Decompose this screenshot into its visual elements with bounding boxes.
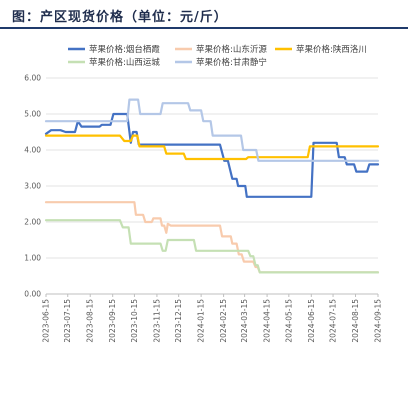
series-line bbox=[44, 134, 380, 161]
y-tick-label: 6.00 bbox=[24, 74, 41, 83]
x-tick-label: 2024-01-15 bbox=[197, 299, 206, 343]
x-tick-label: 2024-07-15 bbox=[329, 299, 338, 343]
x-tick-label: 2023-06-15 bbox=[42, 299, 51, 343]
x-tick-label: 2024-05-15 bbox=[284, 299, 293, 343]
x-tick-label: 2024-08-15 bbox=[351, 299, 360, 343]
y-tick-label: 5.00 bbox=[24, 110, 41, 119]
legend-label: 苹果价格:山西运城 bbox=[89, 57, 160, 68]
grid-lines bbox=[46, 77, 378, 295]
chart-title: 图：产区现货价格（单位：元/斤） bbox=[12, 10, 228, 25]
x-tick-label: 2023-11-15 bbox=[152, 299, 161, 343]
x-tick-label: 2024-06-15 bbox=[307, 299, 316, 343]
y-tick-label: 2.00 bbox=[24, 218, 41, 227]
x-tick-label: 2023-08-15 bbox=[86, 299, 95, 343]
x-tick-label: 2024-09-15 bbox=[374, 299, 383, 343]
x-tick-label: 2023-09-15 bbox=[108, 299, 117, 343]
series-line bbox=[44, 201, 380, 274]
x-tick-label: 2023-10-15 bbox=[130, 299, 139, 343]
y-tick-label: 0.00 bbox=[24, 290, 41, 299]
legend-label: 苹果价格:山东沂源 bbox=[196, 44, 267, 55]
legend-label: 苹果价格:烟台栖霞 bbox=[89, 44, 160, 55]
x-tick-label: 2023-12-15 bbox=[174, 299, 183, 343]
y-axis-ticks: 0.00 1.00 2.00 3.00 4.00 5.00 6.00 bbox=[24, 74, 41, 299]
x-tick-label: 2024-04-15 bbox=[263, 299, 272, 343]
legend-label: 苹果价格:甘肃静宁 bbox=[196, 57, 267, 68]
series-lines bbox=[44, 98, 380, 274]
series-line bbox=[44, 112, 380, 198]
series-line bbox=[44, 98, 380, 162]
y-tick-label: 1.00 bbox=[24, 254, 41, 263]
title-underline bbox=[0, 27, 408, 29]
x-axis-ticks: 2023-06-15 2023-07-15 2023-08-15 2023-09-15… bbox=[42, 294, 383, 343]
legend-label: 苹果价格:陕西洛川 bbox=[296, 44, 367, 55]
y-tick-label: 4.00 bbox=[24, 146, 41, 155]
x-tick-label: 2024-02-15 bbox=[219, 299, 228, 343]
x-tick-label: 2024-03-15 bbox=[240, 299, 249, 343]
x-tick-label: 2023-07-15 bbox=[63, 299, 72, 343]
y-tick-label: 3.00 bbox=[24, 182, 41, 191]
series-line bbox=[44, 219, 380, 274]
